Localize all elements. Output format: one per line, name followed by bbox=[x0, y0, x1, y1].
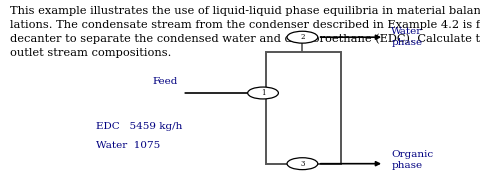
Text: Feed: Feed bbox=[152, 77, 178, 86]
Text: Water  1075: Water 1075 bbox=[96, 141, 160, 150]
Text: Water
phase: Water phase bbox=[391, 27, 422, 47]
Text: 1: 1 bbox=[261, 89, 265, 97]
Bar bbox=[266, 52, 341, 164]
Text: EDC   5459 kg/h: EDC 5459 kg/h bbox=[96, 122, 182, 131]
Circle shape bbox=[248, 87, 278, 99]
Text: Organic
phase: Organic phase bbox=[391, 150, 433, 170]
Circle shape bbox=[287, 31, 318, 43]
Text: 2: 2 bbox=[300, 33, 305, 41]
Circle shape bbox=[287, 158, 318, 170]
Text: This example illustrates the use of liquid-liquid phase equilibria in material b: This example illustrates the use of liqu… bbox=[10, 6, 480, 58]
Text: 3: 3 bbox=[300, 160, 305, 168]
